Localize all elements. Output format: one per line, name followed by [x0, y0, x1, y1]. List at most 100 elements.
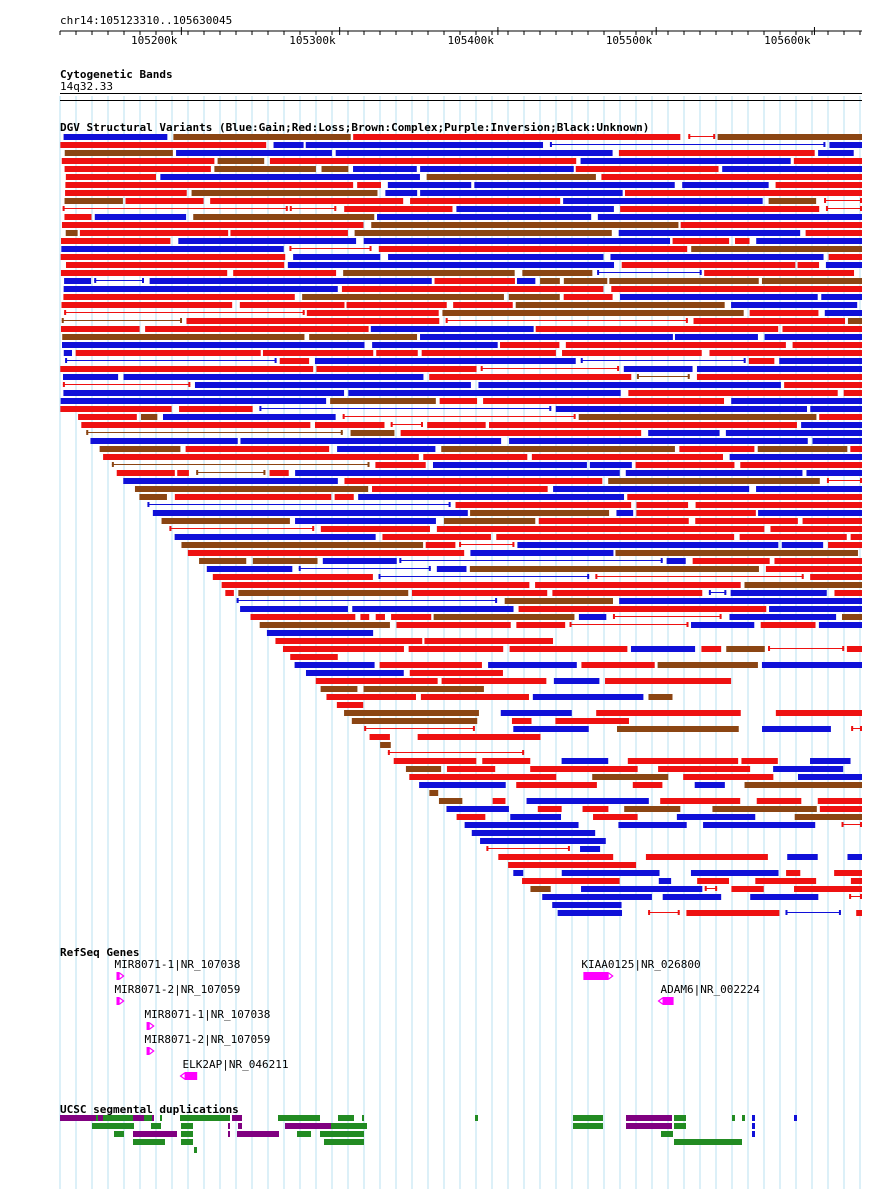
dgv-variant — [773, 766, 844, 772]
dgv-variant — [488, 662, 577, 668]
dgv-variant — [696, 374, 862, 380]
dgv-variant-end — [617, 366, 620, 371]
dgv-variant — [628, 390, 838, 396]
dgv-variant — [64, 214, 92, 220]
cytoband-label: 14q32.33 — [60, 80, 113, 93]
dgv-variant-end — [236, 598, 239, 603]
dgv-variant — [372, 342, 498, 348]
dgv-variant — [605, 678, 732, 684]
ruler-tick-label: 105500k — [606, 34, 653, 47]
dgv-variant — [750, 894, 819, 900]
dgv-variant-end — [549, 142, 552, 147]
dgv-variant — [516, 278, 536, 284]
dgv-variant — [530, 766, 638, 772]
dgv-variant — [210, 198, 404, 204]
gene-feature[interactable] — [116, 972, 120, 980]
dgv-variant — [488, 422, 797, 428]
gene-feature[interactable] — [146, 1047, 150, 1055]
dgv-variant — [316, 366, 477, 372]
dgv-variant — [616, 510, 634, 516]
dgv-variant — [351, 718, 478, 724]
gene-label: MIR8071-1|NR_107038 — [145, 1008, 271, 1021]
dgv-variant — [508, 862, 637, 868]
dgv-variant — [680, 222, 862, 228]
dgv-variant — [516, 622, 566, 628]
dgv-variant — [842, 614, 862, 620]
dgv-variant — [686, 910, 780, 916]
dgv-variant-end — [860, 478, 862, 483]
segdup-feature — [228, 1123, 230, 1129]
dgv-variant — [847, 318, 862, 324]
segdup-feature — [133, 1139, 165, 1145]
dgv-variant — [134, 486, 369, 492]
dgv-variant — [149, 278, 432, 284]
dgv-variant-end — [841, 822, 844, 827]
dgv-variant — [353, 134, 681, 140]
dgv-variant-end — [259, 406, 262, 411]
ruler-track: chr14:105123310..105630045 105200k 105300… — [59, 14, 862, 47]
dgv-variant — [792, 342, 862, 348]
dgv-variant-end — [860, 822, 862, 827]
dgv-variant — [632, 782, 663, 788]
dgv-variant — [330, 398, 436, 404]
dgv-variant — [608, 478, 820, 484]
dgv-variant — [794, 886, 862, 892]
segdup-feature — [196, 1115, 230, 1121]
gene-feature[interactable] — [146, 1022, 150, 1030]
segdup-feature — [752, 1115, 755, 1121]
dgv-variant — [725, 430, 862, 436]
dgv-variant-end — [612, 614, 615, 619]
dgv-variant — [717, 134, 862, 140]
dgv-variant — [396, 622, 511, 628]
dgv-variant — [470, 510, 610, 516]
segdup-feature — [96, 1115, 98, 1121]
dgv-variant — [376, 350, 418, 356]
dgv-variant — [162, 414, 336, 420]
segdup-track: UCSC segmental duplications — [60, 1103, 797, 1153]
dgv-variant — [320, 526, 430, 532]
dgv-variant-end — [719, 614, 722, 619]
dgv-variant — [252, 558, 318, 564]
dgv-variant — [441, 678, 547, 684]
dgv-variant — [679, 446, 755, 452]
dgv-variant — [592, 774, 669, 780]
dgv-features — [60, 134, 862, 916]
dgv-variant — [335, 150, 613, 156]
dgv-track-title: DGV Structural Variants (Blue:Gain;Red:L… — [60, 121, 649, 134]
dgv-variant — [744, 782, 862, 788]
dgv-variant — [563, 294, 613, 300]
dgv-variant — [393, 758, 477, 764]
dgv-variant — [60, 406, 172, 412]
dgv-variant — [658, 766, 751, 772]
dgv-variant — [426, 174, 596, 180]
dgv-variant — [535, 326, 779, 332]
gene-feature[interactable] — [184, 1072, 198, 1080]
dgv-variant — [259, 622, 390, 628]
gene-feature[interactable] — [662, 997, 674, 1005]
dgv-variant — [712, 806, 817, 812]
dgv-variant-end — [860, 894, 862, 899]
dgv-variant — [623, 366, 693, 372]
dgv-variant — [563, 278, 608, 284]
dgv-variant — [810, 758, 851, 764]
dgv-variant — [825, 262, 862, 268]
dgv-variant — [662, 894, 722, 900]
gene-feature[interactable] — [116, 997, 120, 1005]
dgv-variant — [794, 814, 862, 820]
dgv-variant — [691, 246, 862, 252]
segdup-feature — [114, 1131, 124, 1137]
dgv-variant — [818, 150, 854, 156]
dgv-variant — [140, 414, 158, 420]
dgv-variant-end — [285, 206, 288, 211]
segdup-feature — [285, 1123, 333, 1129]
dgv-variant — [341, 286, 604, 292]
dgv-variant — [812, 438, 862, 444]
dgv-variant — [537, 806, 562, 812]
dgv-variant — [531, 454, 723, 460]
dgv-variant-end — [860, 206, 862, 211]
dgv-variant-end — [142, 278, 145, 283]
dgv-variant — [581, 662, 655, 668]
gene-feature[interactable] — [583, 972, 609, 980]
dgv-variant — [683, 774, 774, 780]
dgv-variant — [513, 870, 524, 876]
